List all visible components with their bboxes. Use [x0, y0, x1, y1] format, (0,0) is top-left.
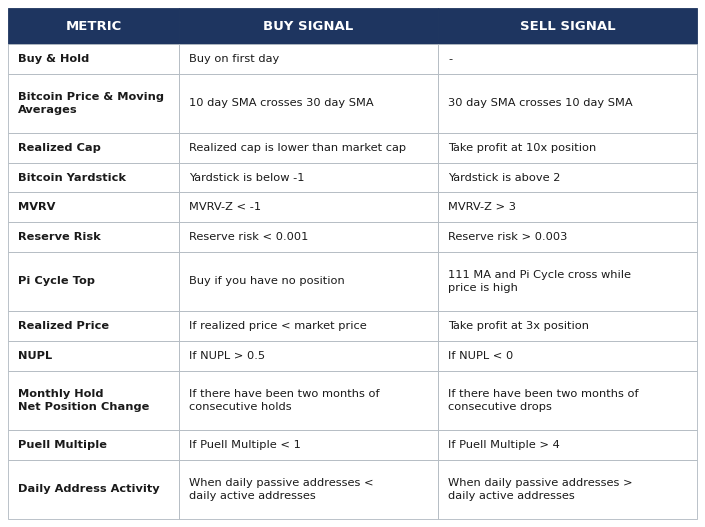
Text: MVRV-Z < -1: MVRV-Z < -1: [189, 202, 261, 212]
Text: If NUPL < 0: If NUPL < 0: [448, 351, 513, 360]
Bar: [179, 311, 438, 341]
Bar: [8, 222, 179, 252]
Bar: [8, 430, 179, 460]
Bar: [179, 460, 438, 519]
Bar: [438, 192, 697, 222]
Bar: [438, 370, 697, 430]
Bar: [179, 341, 438, 370]
Bar: [8, 192, 179, 222]
Bar: [179, 430, 438, 460]
Text: 10 day SMA crosses 30 day SMA: 10 day SMA crosses 30 day SMA: [189, 99, 374, 109]
Text: 111 MA and Pi Cycle cross while
price is high: 111 MA and Pi Cycle cross while price is…: [448, 270, 631, 293]
Bar: [179, 44, 438, 74]
Bar: [438, 311, 697, 341]
Text: -: -: [448, 54, 452, 64]
Bar: [438, 133, 697, 163]
Text: If Puell Multiple > 4: If Puell Multiple > 4: [448, 440, 560, 450]
Bar: [438, 430, 697, 460]
Bar: [179, 370, 438, 430]
Bar: [179, 133, 438, 163]
Bar: [438, 222, 697, 252]
Text: Reserve risk > 0.003: Reserve risk > 0.003: [448, 232, 568, 242]
Text: NUPL: NUPL: [18, 351, 52, 360]
Bar: [438, 44, 697, 74]
Bar: [179, 8, 438, 44]
Text: When daily passive addresses >
daily active addresses: When daily passive addresses > daily act…: [448, 477, 632, 501]
Text: Yardstick is above 2: Yardstick is above 2: [448, 173, 560, 182]
Text: Pi Cycle Top: Pi Cycle Top: [18, 277, 95, 287]
Bar: [8, 44, 179, 74]
Bar: [438, 460, 697, 519]
Bar: [8, 341, 179, 370]
Bar: [438, 163, 697, 192]
Text: Monthly Hold
Net Position Change: Monthly Hold Net Position Change: [18, 388, 149, 412]
Bar: [179, 163, 438, 192]
Bar: [8, 370, 179, 430]
Bar: [8, 163, 179, 192]
Text: If there have been two months of
consecutive holds: If there have been two months of consecu…: [189, 388, 380, 412]
Bar: [8, 74, 179, 133]
Bar: [179, 192, 438, 222]
Text: If there have been two months of
consecutive drops: If there have been two months of consecu…: [448, 388, 639, 412]
Bar: [179, 222, 438, 252]
Bar: [438, 341, 697, 370]
Bar: [8, 8, 179, 44]
Text: Realized cap is lower than market cap: Realized cap is lower than market cap: [189, 143, 406, 153]
Text: Realized Cap: Realized Cap: [18, 143, 101, 153]
Text: Puell Multiple: Puell Multiple: [18, 440, 107, 450]
Bar: [179, 74, 438, 133]
Text: Yardstick is below -1: Yardstick is below -1: [189, 173, 305, 182]
Text: If realized price < market price: If realized price < market price: [189, 321, 367, 331]
Text: Take profit at 10x position: Take profit at 10x position: [448, 143, 596, 153]
Bar: [438, 74, 697, 133]
Text: Bitcoin Yardstick: Bitcoin Yardstick: [18, 173, 126, 182]
Text: MVRV: MVRV: [18, 202, 56, 212]
Text: Realized Price: Realized Price: [18, 321, 109, 331]
Text: Take profit at 3x position: Take profit at 3x position: [448, 321, 589, 331]
Text: Buy if you have no position: Buy if you have no position: [189, 277, 345, 287]
Text: Buy & Hold: Buy & Hold: [18, 54, 90, 64]
Text: METRIC: METRIC: [66, 19, 122, 33]
Bar: [8, 133, 179, 163]
Text: Reserve risk < 0.001: Reserve risk < 0.001: [189, 232, 308, 242]
Text: MVRV-Z > 3: MVRV-Z > 3: [448, 202, 516, 212]
Bar: [8, 252, 179, 311]
Bar: [179, 252, 438, 311]
Text: Reserve Risk: Reserve Risk: [18, 232, 101, 242]
Bar: [438, 252, 697, 311]
Text: SELL SIGNAL: SELL SIGNAL: [520, 19, 615, 33]
Text: If NUPL > 0.5: If NUPL > 0.5: [189, 351, 265, 360]
Text: If Puell Multiple < 1: If Puell Multiple < 1: [189, 440, 301, 450]
Text: 30 day SMA crosses 10 day SMA: 30 day SMA crosses 10 day SMA: [448, 99, 632, 109]
Text: When daily passive addresses <
daily active addresses: When daily passive addresses < daily act…: [189, 477, 374, 501]
Text: Daily Address Activity: Daily Address Activity: [18, 484, 159, 494]
Text: BUY SIGNAL: BUY SIGNAL: [264, 19, 354, 33]
Text: Bitcoin Price & Moving
Averages: Bitcoin Price & Moving Averages: [18, 92, 164, 115]
Bar: [8, 460, 179, 519]
Bar: [8, 311, 179, 341]
Text: Buy on first day: Buy on first day: [189, 54, 279, 64]
Bar: [438, 8, 697, 44]
